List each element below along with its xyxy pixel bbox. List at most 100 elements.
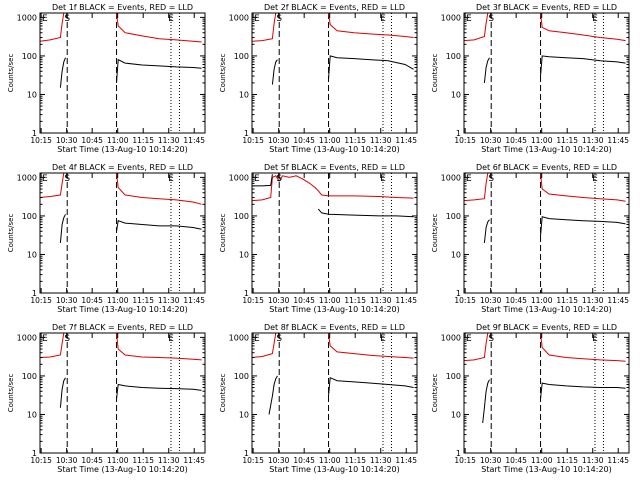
lld-series-line-2	[116, 172, 202, 205]
x-tick-label: 11:30	[370, 136, 392, 145]
plot-frame	[251, 12, 418, 134]
y-tick-label: 1000	[441, 333, 461, 342]
x-tick-label: 10:15	[242, 136, 264, 145]
x-tick-label: 11:15	[344, 456, 366, 465]
x-tick-label: 10:45	[293, 296, 315, 305]
x-tick-label: 11:15	[556, 296, 578, 305]
y-axis-label: Counts/sec	[431, 374, 439, 413]
x-tick-label: 10:30	[480, 296, 502, 305]
plot-frame	[463, 12, 630, 134]
end-marker-label: E	[592, 334, 598, 344]
x-tick-label: 11:00	[107, 296, 129, 305]
x-tick-label: 11:00	[531, 296, 553, 305]
y-tick-label: 10	[27, 410, 37, 419]
start-marker-label: S	[64, 334, 70, 344]
detector-panel-9: Det 9f BLACK = Events, RED = LLD S E E 1 10 10…	[431, 323, 630, 474]
x-tick-label: 11:45	[183, 456, 205, 465]
x-axis-label: Start Time (13-Aug-10 10:14:20)	[481, 465, 612, 474]
x-tick-label: 11:30	[582, 296, 604, 305]
y-tick-label: 1000	[229, 13, 249, 22]
x-axis-label: Start Time (13-Aug-10 10:14:20)	[57, 305, 188, 314]
panel-title: Det 3f BLACK = Events, RED = LLD	[476, 3, 617, 12]
lld-series-line-2	[540, 12, 626, 42]
y-tick-label: 100	[446, 212, 461, 221]
events-series-line-2	[540, 55, 626, 77]
x-tick-label: 10:45	[81, 296, 103, 305]
x-tick-label: 11:30	[582, 456, 604, 465]
plot-frame	[463, 332, 630, 454]
panel-title: Det 6f BLACK = Events, RED = LLD	[476, 163, 617, 172]
events-series-line-2	[317, 208, 414, 218]
start-marker-label: S	[488, 334, 494, 344]
y-tick-label: 10	[239, 90, 249, 99]
x-tick-label: 11:15	[132, 136, 154, 145]
x-tick-label: 11:30	[158, 456, 180, 465]
end-marker-label: E	[168, 334, 174, 344]
y-tick-label: 10	[239, 250, 249, 259]
panel-title: Det 1f BLACK = Events, RED = LLD	[52, 3, 193, 12]
y-tick-label: 100	[234, 372, 249, 381]
x-axis-label: Start Time (13-Aug-10 10:14:20)	[481, 145, 612, 154]
events-series-line-2	[116, 220, 202, 232]
x-tick-label: 10:30	[480, 136, 502, 145]
detector-panel-1: Det 1f BLACK = Events, RED = LLD S E E 1 10 10…	[7, 3, 206, 154]
x-tick-label: 10:15	[30, 296, 52, 305]
start-marker-label: S	[488, 14, 494, 24]
plot-frame	[251, 332, 418, 454]
x-tick-label: 11:45	[607, 136, 629, 145]
lld-series-line-2	[540, 332, 626, 362]
events-series-line-2	[540, 216, 626, 237]
y-axis-label: Counts/sec	[7, 374, 15, 413]
events-series-line-1	[483, 57, 490, 83]
events-series-line-2	[116, 58, 202, 83]
x-tick-label: 11:15	[556, 136, 578, 145]
y-tick-label: 1000	[229, 333, 249, 342]
left-edge-marker-label: E	[254, 14, 260, 24]
y-axis-label: Counts/sec	[7, 214, 15, 253]
start-marker-label: S	[64, 174, 70, 184]
x-tick-label: 11:00	[107, 136, 129, 145]
lld-series-line-1	[463, 12, 489, 42]
x-tick-label: 11:30	[370, 456, 392, 465]
x-tick-label: 10:45	[505, 296, 527, 305]
x-tick-label: 11:00	[531, 136, 553, 145]
x-tick-label: 10:45	[505, 136, 527, 145]
x-tick-label: 10:15	[454, 456, 476, 465]
x-tick-label: 10:30	[268, 456, 290, 465]
y-tick-label: 1	[456, 289, 461, 298]
x-tick-label: 10:30	[480, 456, 502, 465]
y-axis-label: Counts/sec	[219, 214, 227, 253]
left-edge-marker-label: E	[466, 334, 472, 344]
x-tick-label: 10:15	[454, 296, 476, 305]
detector-panel-2: Det 2f BLACK = Events, RED = LLD S E E 1 10 10…	[219, 3, 418, 154]
plot-frame	[463, 172, 630, 294]
left-edge-marker-label: E	[466, 14, 472, 24]
x-tick-label: 11:15	[556, 456, 578, 465]
lld-series-line-1	[251, 332, 277, 358]
y-tick-label: 100	[446, 52, 461, 61]
x-tick-label: 11:15	[344, 296, 366, 305]
x-tick-label: 10:45	[293, 136, 315, 145]
left-edge-marker-label: E	[42, 14, 48, 24]
end-marker-label: E	[168, 14, 174, 24]
start-marker-label: S	[276, 14, 282, 24]
events-series-line-1	[59, 57, 66, 88]
x-tick-label: 11:45	[607, 456, 629, 465]
y-tick-label: 1000	[17, 333, 37, 342]
x-axis-label: Start Time (13-Aug-10 10:14:20)	[57, 465, 188, 474]
x-tick-label: 10:45	[81, 136, 103, 145]
left-edge-marker-label: E	[254, 174, 260, 184]
lld-series-line-2	[328, 332, 414, 359]
y-tick-label: 10	[451, 90, 461, 99]
y-tick-label: 1	[244, 289, 249, 298]
x-tick-label: 10:45	[293, 456, 315, 465]
panel-title: Det 9f BLACK = Events, RED = LLD	[476, 323, 617, 332]
lld-series-line-1	[39, 332, 65, 358]
y-axis-label: Counts/sec	[219, 54, 227, 93]
y-tick-label: 100	[234, 212, 249, 221]
events-series-line-1	[483, 219, 490, 243]
events-series-line-2	[540, 382, 626, 400]
lld-series-line-1	[39, 172, 65, 198]
x-tick-label: 10:15	[454, 136, 476, 145]
